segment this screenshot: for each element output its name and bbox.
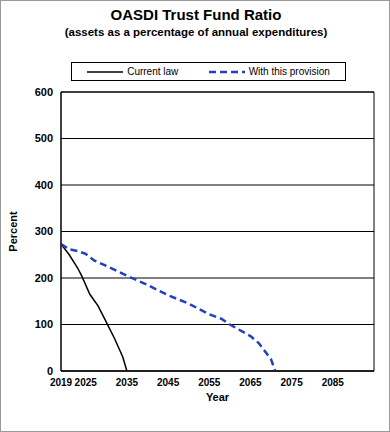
svg-text:2075: 2075 bbox=[281, 377, 304, 388]
svg-text:200: 200 bbox=[35, 272, 53, 284]
svg-text:400: 400 bbox=[35, 179, 53, 191]
svg-text:2045: 2045 bbox=[157, 377, 180, 388]
html-text:OASDI Trust Fund Ratio: OASDI Trust Fund Ratio bbox=[110, 6, 282, 23]
svg-text:2055: 2055 bbox=[198, 377, 221, 388]
svg-text:2019: 2019 bbox=[50, 377, 73, 388]
svg-text:2065: 2065 bbox=[239, 377, 262, 388]
html-text:With this provision: With this provision bbox=[248, 66, 330, 77]
svg-text:2025: 2025 bbox=[75, 377, 98, 388]
svg-text:2035: 2035 bbox=[116, 377, 139, 388]
svg-text:600: 600 bbox=[35, 86, 53, 98]
svg-text:500: 500 bbox=[35, 132, 53, 144]
svg-text:2085: 2085 bbox=[322, 377, 345, 388]
html-text:Current law: Current law bbox=[127, 66, 179, 77]
svg-text:Year: Year bbox=[206, 391, 230, 403]
html-text:(assets as a percentage of ann: (assets as a percentage of annual expend… bbox=[64, 26, 328, 38]
svg-text:Percent: Percent bbox=[8, 211, 19, 252]
svg-text:300: 300 bbox=[35, 225, 53, 237]
svg-text:0: 0 bbox=[47, 365, 53, 377]
svg-text:100: 100 bbox=[35, 318, 53, 330]
